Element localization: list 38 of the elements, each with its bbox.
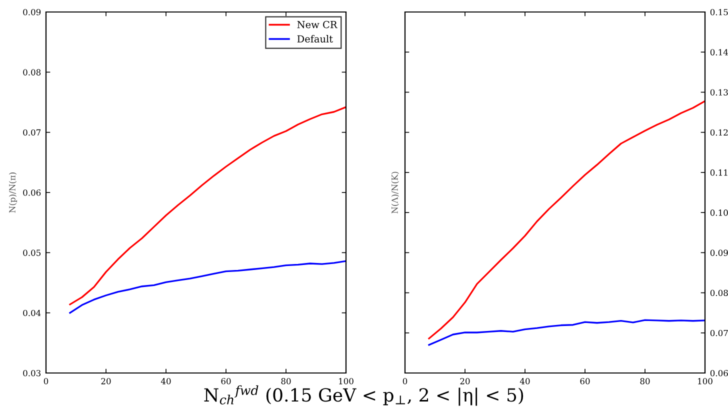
line-series [69,260,346,314]
x-axis-title: N$_{ch}$$^{fwd}$ (0.15 GeV < p$_{⊥}$, 2 < |η| < 5) [204,385,524,406]
y-tick-label: 0.06 [710,370,728,376]
y-tick-label: 0.09 [710,250,728,256]
y-tick-label: 0.15 [710,8,728,16]
x-tick-label: 40 [520,378,530,384]
legend-label: Default [297,35,333,43]
y-tick-label: 0.12 [710,129,728,136]
x-tick-label: 20 [460,378,470,384]
y-tick-label: 0.13 [710,89,728,96]
y-tick-label: 0.10 [710,210,728,216]
x-tick-label: 0 [402,378,408,384]
y-tick-label: 0.08 [710,290,728,296]
y-axis-title: N(Λ)/N(K) [391,172,400,214]
line-series [428,319,705,346]
y-tick-label: 0.09 [23,8,41,16]
y-tick-label: 0.11 [710,169,728,176]
x-tick-label: 0 [44,378,48,384]
x-tick-label: 20 [101,378,111,384]
y-tick-label: 0.14 [710,49,728,56]
line-series [69,106,346,306]
y-tick-label: 0.07 [710,330,728,336]
y-tick-label: 0.04 [23,310,41,316]
y-tick-label: 0.06 [23,189,41,196]
x-tick-label: 60 [580,378,590,384]
x-tick-label: 80 [281,378,291,384]
y-axis-title: N(p)/N(π) [8,172,18,213]
x-tick-label: 40 [160,378,171,384]
y-tick-label: 0.07 [23,129,41,136]
y-tick-label: 0.03 [23,370,41,376]
x-tick-label: 100 [698,378,712,384]
legend-label: New CR [297,20,338,28]
y-tick-label: 0.05 [23,250,40,256]
y-tick-label: 0.08 [23,69,41,76]
x-tick-label: 100 [339,378,354,384]
x-tick-label: 60 [221,378,231,384]
x-tick-label: 80 [640,378,650,384]
line-series [428,100,705,340]
